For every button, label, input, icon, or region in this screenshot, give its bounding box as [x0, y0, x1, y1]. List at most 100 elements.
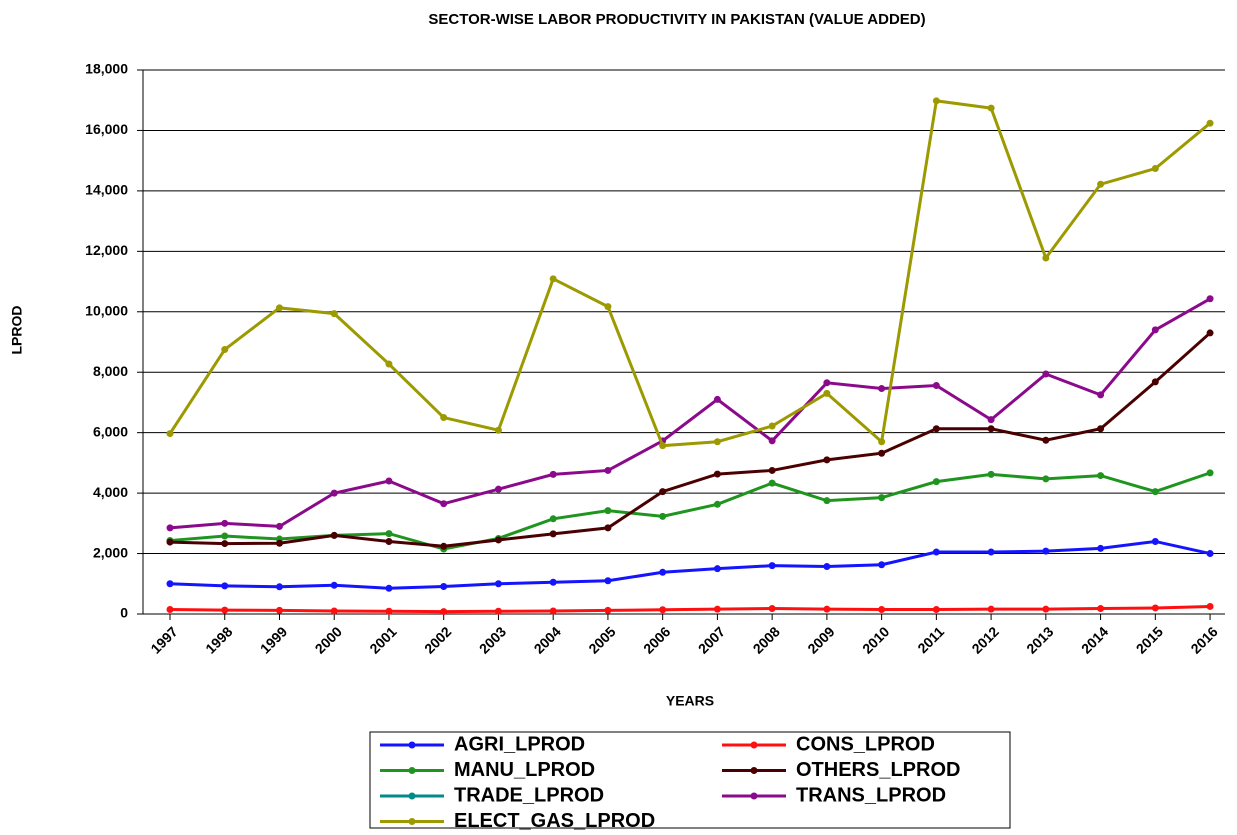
- x-tick-label: 2011: [914, 623, 947, 656]
- x-tick-label: 2012: [968, 623, 1001, 656]
- data-point: [440, 582, 448, 590]
- data-point: [932, 382, 940, 390]
- legend-marker: [408, 818, 416, 825]
- y-tick-label: 8,000: [93, 363, 128, 379]
- legend-label: CONS_LPROD: [796, 733, 935, 755]
- data-point: [1151, 488, 1159, 496]
- data-point: [330, 531, 338, 539]
- data-point: [1206, 602, 1214, 610]
- y-tick-label: 2,000: [93, 544, 128, 560]
- data-point: [494, 580, 502, 588]
- y-tick-label: 10,000: [85, 302, 128, 318]
- data-point: [768, 466, 776, 474]
- data-point: [1042, 605, 1050, 613]
- data-point: [221, 582, 229, 590]
- data-point: [330, 581, 338, 589]
- x-tick-label: 2013: [1023, 623, 1056, 656]
- legend-marker: [408, 792, 416, 800]
- legend-label: TRADE_LPROD: [454, 784, 604, 806]
- data-point: [604, 606, 612, 614]
- data-point: [823, 389, 831, 397]
- data-point: [1151, 604, 1159, 612]
- data-point: [878, 438, 886, 446]
- series-line: [169, 331, 1212, 548]
- data-point: [275, 539, 283, 547]
- data-point: [275, 606, 283, 614]
- data-point: [713, 395, 721, 403]
- data-point: [713, 605, 721, 613]
- data-point: [932, 548, 940, 556]
- legend-marker: [408, 767, 416, 774]
- legend-marker: [750, 792, 758, 800]
- data-point: [221, 606, 229, 614]
- data-point: [549, 578, 557, 586]
- data-point: [440, 542, 448, 550]
- data-point: [823, 605, 831, 613]
- data-point: [987, 425, 995, 433]
- data-point: [987, 416, 995, 424]
- legend-marker: [408, 741, 416, 749]
- legend-marker: [750, 741, 758, 749]
- data-point: [878, 385, 886, 393]
- x-tick-label: 1999: [257, 623, 290, 656]
- series-line: [168, 99, 1212, 448]
- x-tick-label: 2010: [859, 623, 892, 656]
- y-tick-label: 6,000: [93, 423, 128, 439]
- data-point: [932, 478, 940, 486]
- data-point: [385, 607, 393, 615]
- x-tick-label: 2014: [1078, 623, 1111, 656]
- legend-label: ELECT_GAS_LPROD: [454, 810, 655, 832]
- data-point: [221, 346, 229, 354]
- data-point: [659, 442, 667, 450]
- data-point: [385, 360, 393, 368]
- data-point: [549, 470, 557, 478]
- data-point: [330, 310, 338, 318]
- x-tick-label: 2015: [1133, 623, 1166, 656]
- data-point: [987, 548, 995, 556]
- data-point: [659, 512, 667, 520]
- data-point: [221, 540, 229, 548]
- data-point: [713, 500, 721, 508]
- data-point: [713, 565, 721, 573]
- data-point: [440, 500, 448, 508]
- x-tick-label: 1998: [202, 623, 235, 656]
- data-point: [440, 414, 448, 422]
- x-tick-label: 2004: [531, 623, 564, 656]
- data-point: [768, 422, 776, 430]
- y-tick-label: 4,000: [93, 484, 128, 500]
- y-tick-label: 12,000: [85, 242, 128, 258]
- x-tick-label: 2008: [750, 623, 783, 656]
- data-point: [275, 304, 283, 312]
- x-tick-label: 2005: [585, 623, 618, 656]
- data-point: [932, 97, 940, 105]
- data-point: [1097, 544, 1105, 552]
- data-point: [659, 488, 667, 496]
- data-point: [987, 605, 995, 613]
- data-point: [823, 563, 831, 571]
- data-point: [878, 561, 886, 569]
- data-point: [604, 577, 612, 585]
- data-point: [1151, 165, 1159, 173]
- legend-label: AGRI_LPROD: [454, 733, 585, 755]
- data-point: [604, 524, 612, 532]
- x-axis-label: YEARS: [666, 693, 714, 709]
- data-point: [823, 379, 831, 387]
- data-point: [1097, 391, 1105, 399]
- data-point: [1151, 378, 1159, 386]
- data-point: [166, 524, 174, 532]
- x-tick-label: 2001: [366, 623, 399, 656]
- data-point: [549, 530, 557, 538]
- data-point: [659, 606, 667, 614]
- data-point: [166, 580, 174, 588]
- legend-label: TRANS_LPROD: [796, 784, 946, 806]
- data-point: [1151, 326, 1159, 334]
- data-point: [1206, 469, 1214, 477]
- x-tick-label: 2016: [1187, 623, 1220, 656]
- data-point: [1042, 370, 1050, 378]
- data-point: [549, 275, 557, 283]
- data-point: [166, 538, 174, 546]
- data-point: [932, 425, 940, 433]
- data-point: [768, 605, 776, 613]
